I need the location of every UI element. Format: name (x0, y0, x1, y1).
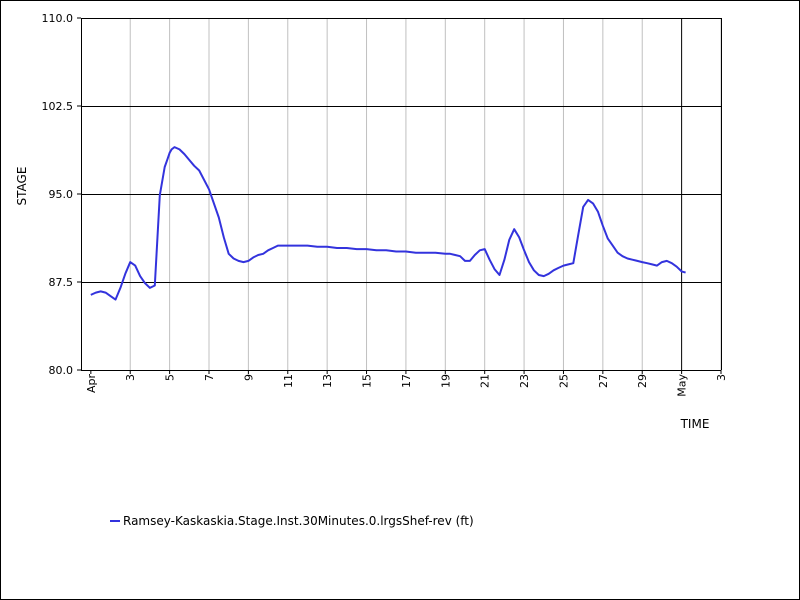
y-tick-label: 95.0 (49, 188, 74, 201)
legend-label: Ramsey-Kaskaskia.Stage.Inst.30Minutes.0.… (123, 514, 474, 528)
x-tick-label: 21 (479, 374, 492, 388)
x-tick-label: 23 (518, 374, 531, 388)
y-tick-label: 110.0 (42, 12, 74, 25)
x-tick-label: 7 (203, 374, 216, 381)
y-tick-label: 87.5 (49, 276, 74, 289)
x-tick-label: 17 (400, 374, 413, 388)
series-layer (90, 146, 686, 301)
x-tick-label: 3 (715, 374, 728, 381)
x-tick-label: 11 (282, 374, 295, 388)
x-tick-label: 19 (439, 374, 452, 388)
x-tick-label: 29 (636, 374, 649, 388)
x-tick-label: 9 (242, 374, 255, 381)
x-tick-label: 25 (557, 374, 570, 388)
x-tick-label: 15 (361, 374, 374, 388)
x-tick-label: Apr (85, 374, 98, 394)
x-tick-label: 5 (164, 374, 177, 381)
x-axis-title: TIME (680, 417, 710, 431)
y-axis-title: STAGE (15, 167, 29, 206)
series-line (90, 146, 686, 301)
x-tick-label: 3 (124, 374, 137, 381)
legend: Ramsey-Kaskaskia.Stage.Inst.30Minutes.0.… (110, 514, 474, 528)
y-tick-label: 80.0 (49, 364, 74, 377)
x-tick-label: 13 (321, 374, 334, 388)
y-tick-labels: 80.0 87.5 95.0 102.5 110.0 (42, 12, 81, 377)
horizontal-grid (81, 18, 721, 371)
x-tick-label: May (676, 374, 689, 397)
axes (81, 18, 722, 370)
y-tick-label: 102.5 (42, 100, 74, 113)
x-tick-label: 27 (597, 374, 610, 388)
x-tick-labels: Apr 3 5 7 9 11 13 15 17 19 21 23 25 27 29 May 3 (85, 370, 728, 397)
